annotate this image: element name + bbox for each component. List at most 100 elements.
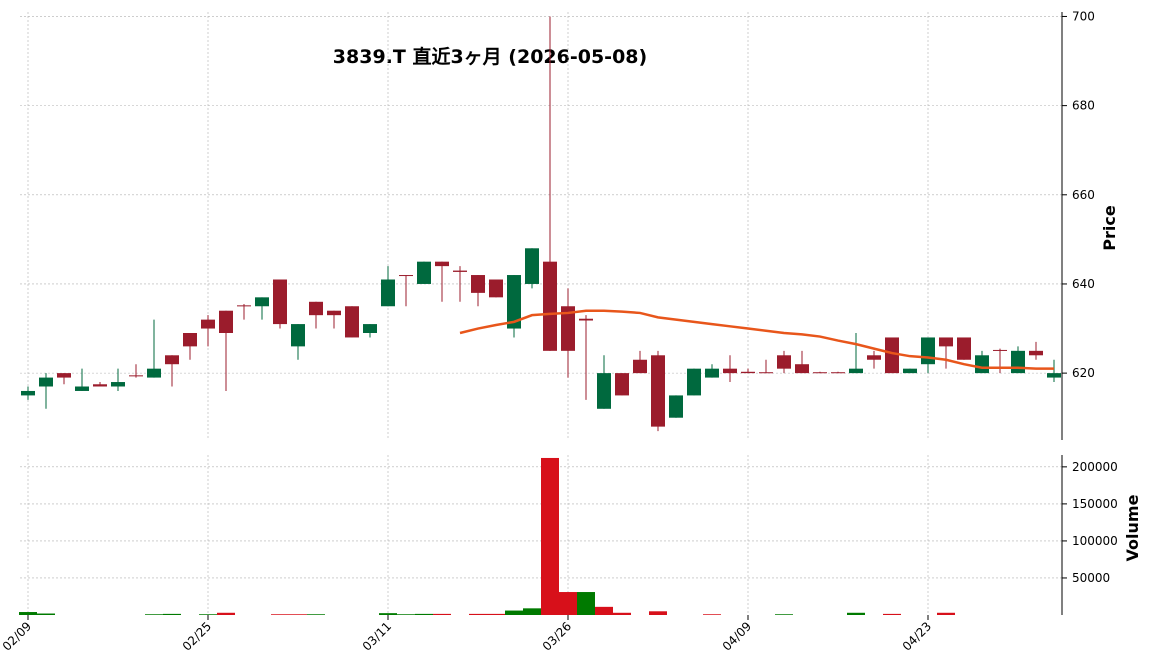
volume-bar: [397, 614, 415, 615]
candle-body: [993, 349, 1007, 351]
y-tick-label: 660: [1072, 188, 1095, 202]
candle-body: [579, 318, 593, 321]
volume-axis-label: Volume: [1123, 494, 1142, 561]
x-tick-label: 04/09: [720, 619, 754, 653]
y-tick-label: 100000: [1072, 534, 1118, 548]
candle-body: [273, 279, 287, 325]
volume-bar: [487, 613, 505, 615]
candle-body: [93, 384, 107, 387]
candle-body: [165, 355, 179, 365]
candle-body: [885, 337, 899, 374]
candle-body: [75, 386, 89, 391]
candle-body: [39, 377, 53, 387]
candle-body: [525, 248, 539, 284]
volume-bar: [847, 612, 865, 615]
candle-body: [777, 355, 791, 369]
candle-body: [1011, 350, 1025, 374]
volume-bar: [595, 606, 613, 615]
candle-body: [219, 310, 233, 333]
candle-body: [345, 306, 359, 338]
candle-body: [813, 372, 827, 374]
candle-body: [867, 355, 881, 360]
volume-bar: [577, 592, 595, 615]
candle-body: [57, 373, 71, 378]
candle-body: [327, 310, 341, 316]
moving-average-line: [459, 309, 1054, 370]
candle-body: [939, 337, 953, 347]
volume-bar: [415, 613, 433, 615]
volume-bar: [37, 613, 55, 615]
y-tick-label: 640: [1072, 277, 1095, 291]
candle-body: [507, 275, 521, 329]
candle-body: [633, 359, 647, 374]
volume-bar: [505, 610, 523, 615]
volume-bar: [703, 614, 721, 615]
x-tick-label: 03/11: [360, 619, 394, 653]
y-tick-label: 680: [1072, 99, 1095, 113]
y-axis-label: Price: [1100, 205, 1119, 251]
y-tick-label: 620: [1072, 366, 1095, 380]
volume-bar: [775, 614, 793, 615]
candle-body: [201, 319, 215, 329]
chart-title: 3839.T 直近3ヶ月 (2026-05-08): [333, 45, 647, 68]
volume-bar: [469, 613, 487, 615]
volume-bar: [307, 614, 325, 615]
candle-body: [237, 305, 251, 307]
candle-body: [669, 395, 683, 418]
candle-body: [291, 324, 305, 347]
candle-body: [1029, 350, 1043, 356]
volume-bar: [433, 613, 451, 615]
volume-bar: [289, 614, 307, 615]
candle-body: [363, 324, 377, 333]
candle-body: [543, 261, 557, 351]
candle-body: [831, 372, 845, 374]
volume-bar: [379, 613, 397, 615]
y-tick-label: 200000: [1072, 460, 1118, 474]
candle-body: [723, 368, 737, 374]
candle-body: [615, 373, 629, 396]
candle-body: [849, 368, 863, 374]
candle-body: [255, 297, 269, 307]
candle-body: [561, 306, 575, 351]
candle-body: [687, 368, 701, 396]
x-tick-label: 02/25: [180, 619, 214, 653]
candle-body: [795, 364, 809, 374]
volume-bar: [271, 614, 289, 615]
x-tick-label: 02/09: [0, 619, 34, 653]
candle-body: [453, 270, 467, 272]
volume-bar: [523, 608, 541, 615]
candle-body: [147, 368, 161, 378]
candle-body: [129, 375, 143, 377]
candle-body: [111, 382, 125, 387]
candle-body: [489, 279, 503, 298]
volume-bar: [145, 614, 163, 615]
candle-body: [417, 261, 431, 284]
volume-bar: [937, 612, 955, 615]
candle-body: [435, 261, 449, 267]
volume-bar: [19, 612, 37, 615]
candle-body: [183, 333, 197, 347]
y-tick-label: 700: [1072, 9, 1095, 23]
x-tick-label: 04/23: [900, 619, 934, 653]
volume-bar: [163, 613, 181, 615]
candle-body: [399, 275, 413, 277]
x-tick-label: 03/26: [540, 619, 574, 653]
candle-body: [1047, 373, 1061, 378]
volume-bar: [883, 613, 901, 615]
candle-body: [741, 371, 755, 374]
y-tick-label: 50000: [1072, 571, 1110, 585]
candle-body: [651, 355, 665, 427]
candle-body: [21, 390, 35, 396]
candle-body: [705, 368, 719, 378]
volume-bar: [649, 611, 667, 615]
candle-body: [957, 337, 971, 360]
candle-body: [975, 355, 989, 374]
candle-body: [471, 275, 485, 293]
y-tick-label: 150000: [1072, 497, 1118, 511]
candle-body: [381, 279, 395, 307]
volume-bar: [541, 457, 559, 615]
candle-body: [309, 301, 323, 316]
volume-bar: [559, 592, 577, 615]
candle-body: [597, 373, 611, 409]
